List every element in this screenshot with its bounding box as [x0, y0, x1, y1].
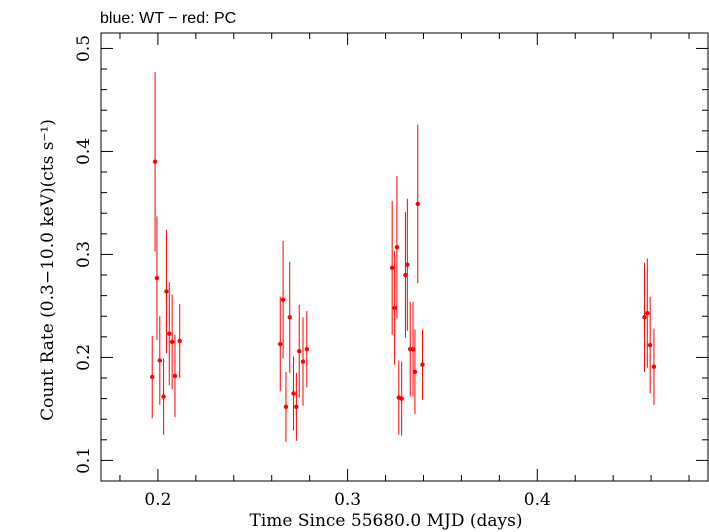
data-point	[645, 310, 650, 316]
data-point	[399, 396, 404, 401]
y-tick-label: 0.2	[74, 344, 94, 371]
data-point	[154, 275, 160, 281]
data-point	[167, 331, 172, 336]
data-point	[297, 349, 302, 354]
x-tick-label: 0.2	[144, 490, 171, 510]
data-point	[410, 346, 416, 352]
y-tick-label: 0.3	[74, 241, 94, 268]
y-tick-label: 0.5	[74, 35, 94, 62]
data-point	[389, 265, 395, 271]
data-point	[647, 342, 653, 348]
y-tick-label: 0.1	[74, 447, 94, 474]
x-axis-label: Time Since 55680.0 MJD (days)	[250, 511, 523, 531]
chart-title: blue: WT − red: PC	[100, 10, 236, 27]
data-point	[177, 338, 182, 344]
data-point	[651, 364, 657, 369]
y-tick-labels: 0.1 0.2 0.3 0.4 0.5	[74, 35, 94, 474]
data-point	[164, 289, 169, 294]
data-points	[150, 72, 657, 442]
data-point	[394, 245, 400, 250]
data-point	[291, 391, 296, 396]
data-point	[152, 159, 158, 164]
data-point	[280, 297, 286, 302]
data-point	[283, 404, 289, 410]
data-point	[278, 341, 283, 347]
y-axis-label: Count Rate (0.3−10.0 keV)(cts s⁻¹)	[38, 119, 58, 421]
plot-frame	[100, 32, 709, 482]
data-point	[304, 346, 310, 352]
x-tick-labels: 0.2 0.3 0.4	[144, 490, 550, 510]
data-point	[157, 358, 163, 363]
data-point	[300, 359, 306, 364]
axis-ticks	[101, 33, 708, 482]
data-point	[415, 201, 420, 207]
data-point	[150, 374, 155, 380]
data-point	[405, 262, 410, 267]
data-point	[403, 272, 408, 278]
data-point	[420, 362, 425, 367]
data-point	[642, 315, 647, 320]
data-point	[294, 404, 299, 410]
x-tick-label: 0.3	[334, 490, 361, 510]
data-point	[287, 315, 292, 320]
data-point	[161, 394, 166, 399]
data-point	[169, 339, 175, 345]
data-point	[412, 369, 418, 375]
x-tick-label: 0.4	[524, 490, 551, 510]
data-point	[392, 305, 397, 311]
y-tick-label: 0.4	[74, 138, 94, 165]
data-point	[172, 373, 178, 379]
